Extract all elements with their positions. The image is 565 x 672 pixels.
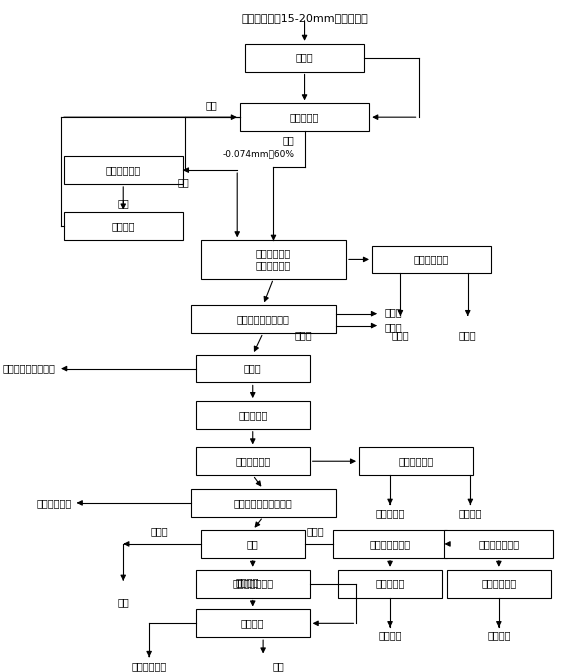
Text: 低品位锡精矿: 低品位锡精矿: [132, 661, 167, 671]
Text: 水力旋流器: 水力旋流器: [290, 112, 319, 122]
Text: 粗粒级: 粗粒级: [151, 526, 168, 536]
FancyBboxPatch shape: [64, 156, 183, 184]
Text: 细粒级: 细粒级: [306, 526, 324, 536]
Text: 弱磁选: 弱磁选: [244, 364, 262, 374]
FancyBboxPatch shape: [195, 401, 310, 429]
FancyBboxPatch shape: [447, 570, 551, 597]
Text: 锡富中矿: 锡富中矿: [487, 630, 511, 640]
Text: 棒磨机: 棒磨机: [295, 52, 314, 62]
Text: 分级: 分级: [247, 539, 259, 549]
FancyBboxPatch shape: [445, 530, 553, 558]
Text: 高砷尾矿: 高砷尾矿: [459, 508, 482, 518]
Text: 细粒锡浮选: 细粒锡浮选: [375, 579, 405, 589]
Text: 圆盘选矿机粗选: 圆盘选矿机粗选: [232, 579, 273, 589]
Text: 砷硫分离浮选: 砷硫分离浮选: [398, 456, 433, 466]
Text: 溢流: 溢流: [282, 135, 294, 145]
FancyBboxPatch shape: [195, 570, 310, 597]
Text: 锌浮选（中矿再磨）: 锌浮选（中矿再磨）: [237, 314, 289, 324]
FancyBboxPatch shape: [195, 355, 310, 382]
Text: 硫铁矿物浮选: 硫铁矿物浮选: [235, 456, 271, 466]
FancyBboxPatch shape: [240, 103, 370, 131]
FancyBboxPatch shape: [201, 530, 305, 558]
Text: 给矿（破碎至15-20mm以下粒度）: 给矿（破碎至15-20mm以下粒度）: [241, 13, 368, 24]
Text: 钢段球磨: 钢段球磨: [111, 221, 135, 231]
Text: 高品位锡精矿: 高品位锡精矿: [36, 498, 71, 508]
FancyBboxPatch shape: [333, 530, 447, 558]
FancyBboxPatch shape: [359, 448, 473, 475]
Text: 中间粒级: 中间粒级: [236, 577, 259, 587]
Text: 硫精矿（磁黄铁矿）: 硫精矿（磁黄铁矿）: [3, 364, 56, 374]
Text: 皮带摇床精选: 皮带摇床精选: [481, 579, 516, 589]
Text: 锌精矿: 锌精矿: [294, 331, 312, 341]
Text: 旋流器浓缩脱泥: 旋流器浓缩脱泥: [370, 539, 411, 549]
Text: 铅精矿: 铅精矿: [392, 331, 409, 341]
Text: 锡富中矿: 锡富中矿: [379, 630, 402, 640]
Text: 尾矿: 尾矿: [273, 661, 285, 671]
Text: 筛下: 筛下: [177, 177, 189, 187]
Text: 铜铅混合浮选
（中矿再磨）: 铜铅混合浮选 （中矿再磨）: [256, 249, 291, 270]
Text: 铜精矿: 铜精矿: [459, 331, 476, 341]
FancyBboxPatch shape: [190, 305, 336, 333]
Text: 铅精矿: 铅精矿: [385, 307, 402, 317]
Text: 筛上: 筛上: [118, 198, 129, 208]
FancyBboxPatch shape: [195, 610, 310, 637]
Text: 摇床选锡（中矿再磨）: 摇床选锡（中矿再磨）: [234, 498, 293, 508]
Text: -0.074mm占60%: -0.074mm占60%: [222, 149, 294, 158]
Text: 高频振动细筛: 高频振动细筛: [106, 165, 141, 175]
FancyBboxPatch shape: [195, 448, 310, 475]
Text: 摇床精选: 摇床精选: [241, 618, 264, 628]
Text: 绒毯回收锡细泥: 绒毯回收锡细泥: [479, 539, 519, 549]
Text: 尾矿: 尾矿: [118, 597, 129, 607]
FancyBboxPatch shape: [64, 212, 183, 240]
FancyBboxPatch shape: [338, 570, 442, 597]
Text: 锌精矿: 锌精矿: [385, 322, 402, 332]
FancyBboxPatch shape: [190, 489, 336, 517]
Text: 沉砂: 沉砂: [206, 100, 217, 110]
FancyBboxPatch shape: [372, 245, 491, 274]
Text: 浓密机浓缩: 浓密机浓缩: [238, 410, 267, 420]
Text: 低砷硫精矿: 低砷硫精矿: [375, 508, 405, 518]
FancyBboxPatch shape: [245, 44, 364, 71]
FancyBboxPatch shape: [201, 240, 346, 279]
Text: 铜铅摇床分离: 铜铅摇床分离: [414, 255, 449, 264]
